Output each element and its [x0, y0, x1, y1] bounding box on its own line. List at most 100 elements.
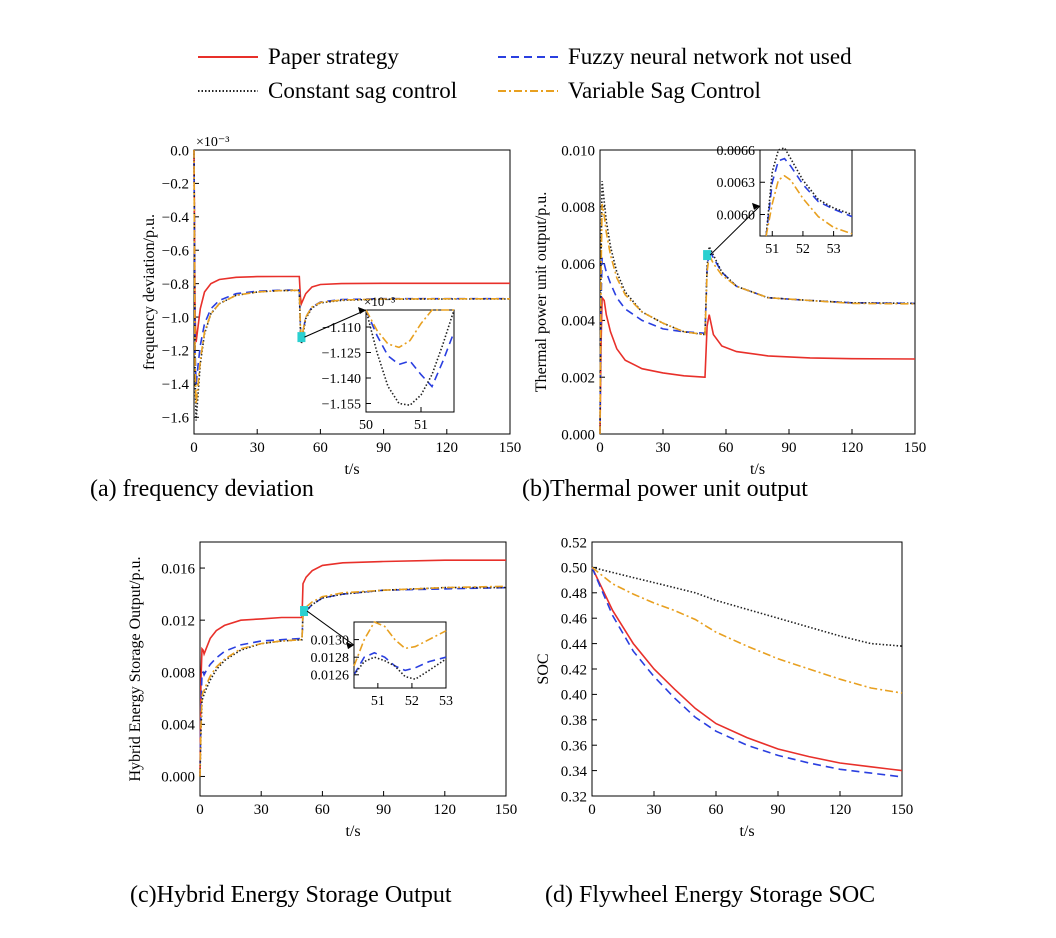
- series-line-paper-strategy: [193, 149, 510, 343]
- y-tick-label: 0.40: [561, 688, 587, 704]
- zoom-arrowhead: [752, 202, 760, 210]
- zoom-arrowhead: [358, 307, 366, 314]
- y-tick-label: 0.46: [561, 611, 588, 627]
- x-tick-label: 120: [434, 802, 457, 818]
- y-axis-label: Thermal power unit output/p.u.: [533, 192, 550, 392]
- x-tick-label: 150: [891, 802, 914, 818]
- series-line-paper-strategy: [199, 559, 506, 777]
- y-tick-label: 0.0066: [717, 144, 756, 159]
- plot-frame: [199, 541, 507, 797]
- legend-item-constant-sag: Constant sag control: [198, 78, 457, 104]
- x-tick-label: 90: [782, 440, 797, 456]
- x-tick-label: 120: [841, 440, 864, 456]
- legend: Paper strategy Fuzzy neural network not …: [198, 44, 918, 114]
- y-tick-label: 0.002: [561, 370, 595, 386]
- inset-c: 51 52 53 0.0130 0.0128 0.0126: [311, 620, 453, 709]
- legend-swatch: [498, 56, 558, 58]
- x-axis-label: t/s: [345, 823, 360, 840]
- y-tick-label: 0.000: [161, 770, 195, 786]
- y-tick-label: −0.4: [162, 210, 190, 226]
- x-tick-label: 51: [765, 242, 779, 257]
- inset-background: [366, 310, 454, 412]
- legend-item-fuzzy: Fuzzy neural network not used: [498, 44, 852, 70]
- plot-frame: [365, 309, 455, 413]
- series-line-constant-sag-control: [353, 656, 447, 681]
- legend-label: Fuzzy neural network not used: [568, 44, 852, 69]
- x-axis-label: t/s: [739, 823, 754, 840]
- inset-multiplier: ×10⁻³: [364, 294, 395, 309]
- x-tick-label: 53: [827, 242, 841, 257]
- zoom-marker: [300, 606, 309, 617]
- plot-frame: [193, 149, 511, 435]
- caption-c: (c)Hybrid Energy Storage Output: [130, 882, 452, 908]
- series-line-variable-sag-control: [765, 174, 853, 237]
- series-line-variable-sag-control: [365, 309, 454, 349]
- x-tick-label: 120: [829, 802, 852, 818]
- legend-item-variable-sag: Variable Sag Control: [498, 78, 761, 104]
- x-tick-label: 51: [414, 418, 428, 433]
- series-line-variable-sag-control: [591, 566, 903, 694]
- x-tick-label: 0: [196, 802, 204, 818]
- y-tick-label: 0.004: [161, 718, 195, 734]
- series-line-paper-strategy: [599, 295, 916, 435]
- series-line-constant-sag-control: [599, 181, 916, 435]
- legend-label: Constant sag control: [268, 78, 458, 103]
- x-tick-label: 60: [315, 802, 330, 818]
- series-line-constant-sag-control: [591, 566, 903, 647]
- y-tick-label: −1.0: [162, 310, 189, 326]
- series-line-constant-sag-control: [199, 586, 506, 777]
- caption-d: (d) Flywheel Energy Storage SOC: [545, 882, 876, 908]
- legend-swatch: [198, 56, 258, 58]
- legend-item-paper-strategy: Paper strategy: [198, 44, 399, 70]
- x-tick-label: 150: [499, 440, 522, 456]
- x-tick-label: 0: [596, 440, 604, 456]
- series-line-variable-sag-control: [199, 585, 507, 777]
- x-tick-label: 60: [313, 440, 328, 456]
- x-tick-label: 90: [376, 440, 391, 456]
- y-tick-label: 0.012: [161, 613, 195, 629]
- caption-b: (b)Thermal power unit output: [522, 476, 808, 502]
- inset-background: [760, 150, 852, 236]
- x-tick-label: 50: [359, 418, 373, 433]
- series-line-fuzzy-neural-network-not-used: [591, 567, 903, 778]
- x-tick-label: 60: [719, 440, 734, 456]
- y-tick-label: 0.32: [561, 789, 587, 805]
- inset-a: 50 51 −1.110 −1.125 −1.140 −1.155 ×10⁻³: [322, 294, 455, 433]
- chart-d: 0 30 60 90 120 150 0.32 0.34 0.36 0.38 0.40 0.42 0.4…: [535, 535, 913, 840]
- x-tick-label: 90: [771, 802, 786, 818]
- x-tick-label: 51: [371, 694, 385, 709]
- plot-frame: [353, 621, 447, 689]
- x-tick-label: 60: [709, 802, 724, 818]
- series-line-constant-sag-control: [765, 146, 853, 237]
- legend-swatch: [498, 90, 558, 92]
- y-tick-label: 0.34: [561, 764, 588, 780]
- y-tick-label: −1.140: [322, 372, 361, 387]
- y-tick-label: 0.0: [170, 143, 189, 159]
- y-tick-label: 0.52: [561, 535, 587, 551]
- series-line-fuzzy-neural-network-not-used: [599, 246, 916, 435]
- y-tick-label: 0.48: [561, 586, 587, 602]
- y-tick-label: 0.50: [561, 561, 587, 577]
- x-tick-label: 90: [376, 802, 391, 818]
- series-line-paper-strategy: [591, 567, 903, 772]
- x-axis-label: t/s: [750, 461, 765, 478]
- y-tick-label: 0.010: [561, 143, 595, 159]
- x-tick-label: 53: [439, 694, 453, 709]
- x-axis-label: t/s: [344, 461, 359, 478]
- y-tick-label: 0.0126: [311, 669, 350, 684]
- y-axis-label: SOC: [535, 653, 552, 684]
- y-tick-label: −1.110: [322, 321, 361, 336]
- chart-b: 0 30 60 90 120 150 0.000 0.002 0.004 0.006 0.008 0.…: [533, 143, 926, 478]
- y-tick-label: 0.0130: [311, 634, 350, 649]
- legend-label: Variable Sag Control: [568, 78, 761, 103]
- zoom-arrow: [306, 610, 355, 646]
- y-tick-label: 0.016: [161, 561, 195, 577]
- y-tick-label: −1.125: [322, 346, 361, 361]
- y-tick-label: 0.006: [561, 257, 595, 273]
- y-tick-label: 0.000: [561, 427, 595, 443]
- plot-frame: [759, 149, 853, 237]
- plot-frame: [599, 149, 916, 435]
- chart-c: 0 30 60 90 120 150 0.000 0.004 0.008 0.012 0.016 t/…: [127, 541, 517, 840]
- y-tick-label: −0.8: [162, 277, 189, 293]
